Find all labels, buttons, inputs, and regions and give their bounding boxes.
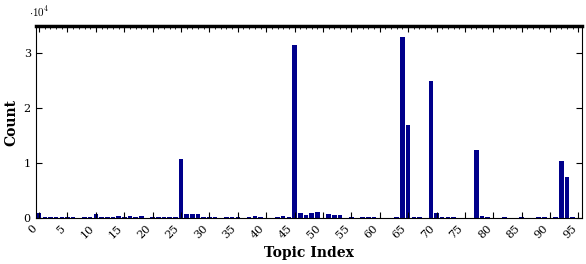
Bar [349,217,353,218]
Bar [315,213,319,218]
Bar [281,216,285,218]
Bar [287,217,291,218]
Bar [99,217,104,218]
Bar [366,217,371,218]
Bar [485,217,490,218]
Bar [445,217,450,218]
Bar [502,217,507,218]
Bar [122,217,127,218]
Text: $\cdot10^4$: $\cdot10^4$ [29,4,49,19]
Bar [553,217,558,218]
Bar [406,125,410,218]
Bar [480,215,484,218]
Bar [372,217,376,218]
Bar [292,45,297,218]
Bar [434,213,439,218]
Bar [134,217,138,218]
Bar [207,217,212,218]
Bar [519,217,524,218]
Bar [298,213,302,218]
Bar [309,213,314,218]
Bar [417,217,422,218]
Y-axis label: Count: Count [4,98,18,145]
Bar [173,217,178,218]
Bar [94,214,98,218]
Bar [117,216,121,218]
Bar [411,217,416,218]
Bar [304,215,308,218]
Bar [474,149,479,218]
Bar [394,217,399,218]
Bar [451,217,456,218]
Bar [88,217,93,218]
Bar [213,217,217,218]
Bar [128,216,132,218]
Bar [275,217,280,218]
Bar [43,217,47,218]
Bar [360,217,365,218]
Bar [162,217,166,218]
Bar [111,217,115,218]
Bar [139,216,144,218]
Bar [332,215,336,218]
Bar [536,217,541,218]
Bar [151,217,155,218]
Bar [565,177,570,218]
Bar [338,215,342,218]
Bar [60,217,64,218]
Bar [71,217,76,218]
Bar [54,217,59,218]
Bar [37,213,42,218]
Bar [179,159,183,218]
Bar [440,217,444,218]
Bar [428,81,433,218]
Bar [196,214,200,218]
Bar [247,217,251,218]
Bar [202,217,206,218]
Bar [542,217,547,218]
Bar [224,217,229,218]
Bar [326,214,331,218]
Bar [230,217,234,218]
Bar [105,217,110,218]
Bar [185,214,189,218]
Bar [253,216,257,218]
Bar [236,217,240,218]
Bar [400,37,405,218]
Bar [190,214,195,218]
Bar [571,217,575,218]
X-axis label: Topic Index: Topic Index [264,246,354,260]
Bar [65,217,70,218]
Bar [559,161,564,218]
Bar [258,217,263,218]
Bar [82,217,87,218]
